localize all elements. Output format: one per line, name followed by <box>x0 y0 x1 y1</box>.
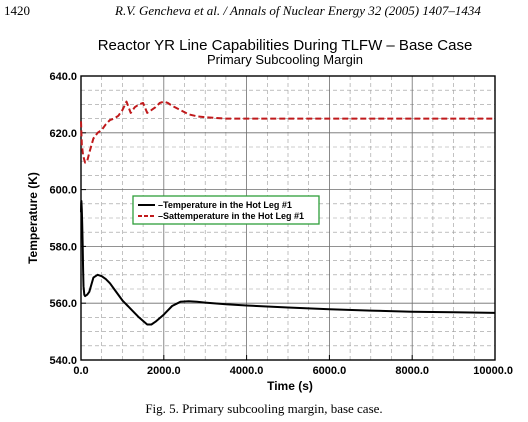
y-axis-label: Temperature (K) <box>26 172 40 264</box>
chart-title: Reactor YR Line Capabilities During TLFW… <box>98 37 473 54</box>
legend-label-1: –Temperature in the Hot Leg #1 <box>158 200 292 210</box>
y-tick-label: 560.0 <box>49 298 77 310</box>
y-tick-label: 600.0 <box>49 185 77 197</box>
chart-subtitle: Primary Subcooling Margin <box>207 52 363 67</box>
y-tick-label: 620.0 <box>49 128 77 140</box>
y-tick-label: 640.0 <box>49 71 77 83</box>
legend-label-2: –Sattemperature in the Hot Leg #1 <box>158 211 304 221</box>
x-tick-label: 2000.0 <box>147 365 181 377</box>
axes: 0.0 2000.0 4000.0 6000.0 8000.0 10000.0 540.0 5… <box>49 71 513 377</box>
figure-caption: Fig. 5. Primary subcooling margin, base … <box>145 401 383 416</box>
legend-box <box>132 195 320 225</box>
journal-header: R.V. Gencheva et al. / Annals of Nuclear… <box>115 3 481 18</box>
y-tick-label: 540.0 <box>49 355 77 367</box>
grid <box>80 75 496 361</box>
legend: –Temperature in the Hot Leg #1–Sattemper… <box>132 195 320 225</box>
page-number: 1420 <box>4 3 30 18</box>
x-tick-label: 6000.0 <box>313 365 347 377</box>
x-tick-label: 0.0 <box>73 365 88 377</box>
series-line-2 <box>80 100 495 164</box>
x-tick-label: 8000.0 <box>395 365 429 377</box>
series-layer <box>80 100 496 326</box>
y-tick-label: 580.0 <box>49 241 77 253</box>
x-tick-label: 10000.0 <box>473 365 513 377</box>
plot-frame <box>80 75 496 361</box>
x-tick-label: 4000.0 <box>230 365 264 377</box>
series-line-1 <box>80 200 496 326</box>
chart: Reactor YR Line Capabilities During TLFW… <box>26 37 513 393</box>
x-axis-label: Time (s) <box>267 379 313 393</box>
